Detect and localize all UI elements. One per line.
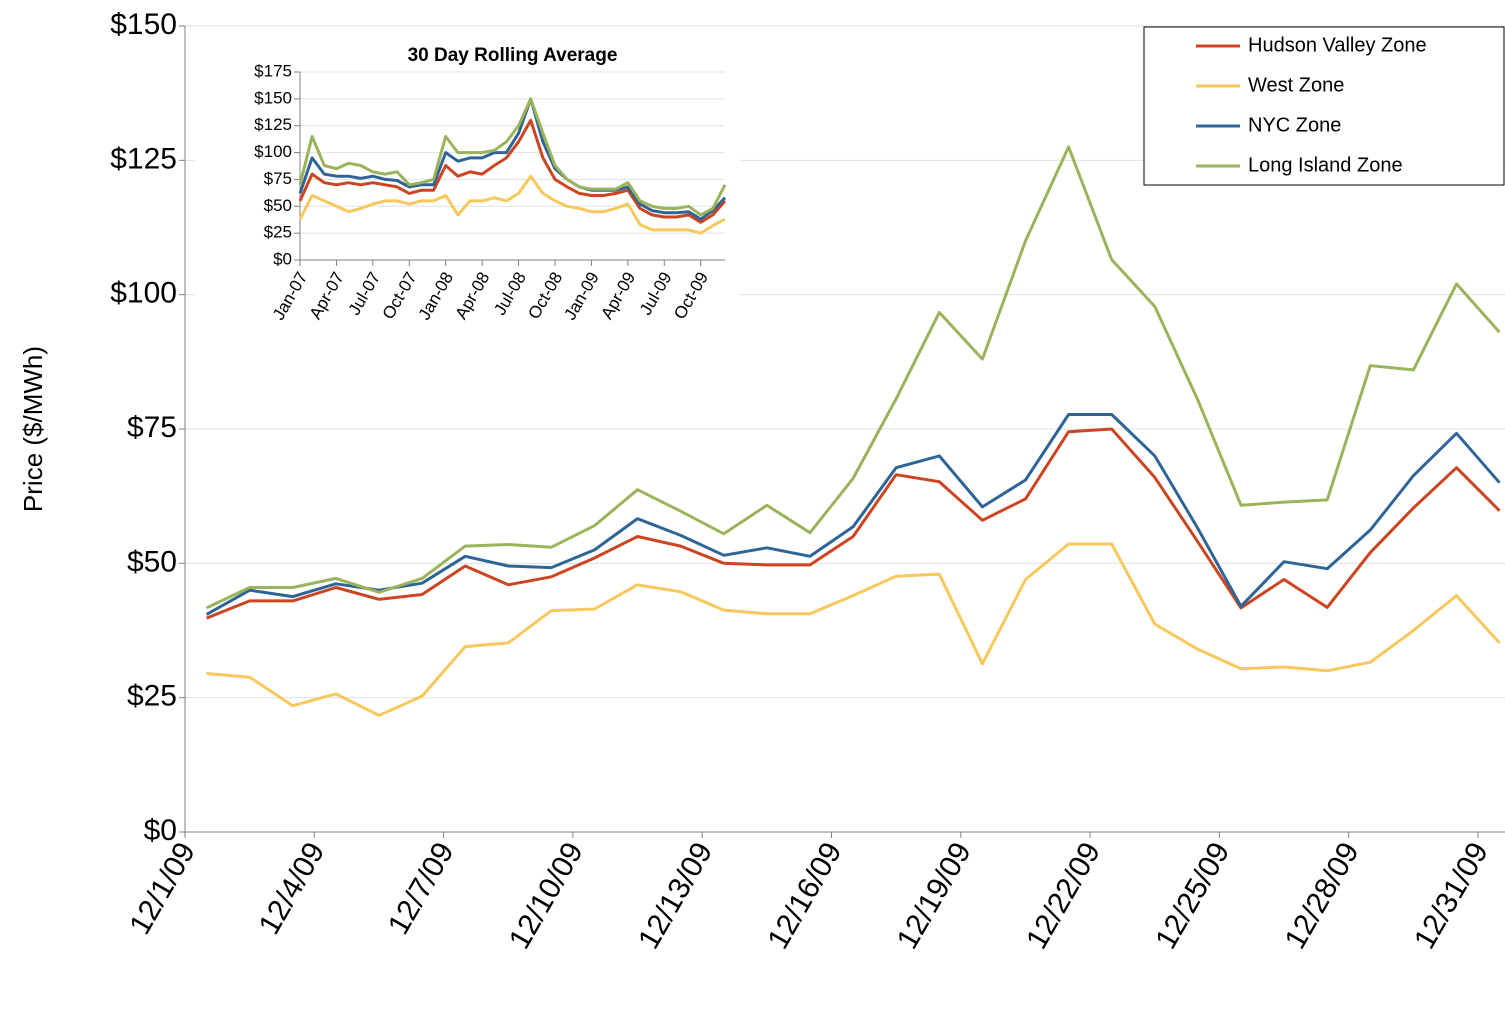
y-tick-label: $125	[110, 142, 177, 175]
x-tick-label: 12/31/09	[1408, 837, 1495, 955]
y-tick-label: $50	[264, 196, 292, 215]
y-tick-label: $150	[110, 8, 177, 41]
series-line	[205, 413, 1501, 616]
series-line	[298, 118, 727, 224]
y-tick-label: $25	[264, 223, 292, 242]
y-tick-label: $100	[254, 142, 292, 161]
series-line	[298, 97, 727, 217]
x-tick-label: 12/22/09	[1020, 837, 1107, 955]
chart-title: 30 Day Rolling Average	[408, 45, 618, 66]
x-tick-label: 12/10/09	[503, 837, 590, 955]
inset-background	[195, 38, 740, 296]
y-tick-label: $0	[273, 249, 292, 268]
x-tick-label: 12/19/09	[891, 837, 978, 955]
legend-label: NYC Zone	[1248, 114, 1341, 136]
y-tick-label: $175	[254, 61, 292, 80]
y-tick-label: $25	[127, 680, 177, 713]
series-line	[298, 174, 726, 235]
x-tick-label: 12/13/09	[632, 837, 719, 955]
y-axis-label: Price ($/MWh)	[18, 346, 48, 512]
x-tick-label: 12/25/09	[1149, 837, 1236, 955]
y-tick-label: $125	[254, 115, 292, 134]
series-line	[205, 145, 1501, 610]
legend-box	[1143, 26, 1505, 186]
x-tick-label: 12/16/09	[761, 837, 848, 955]
y-tick-label: $0	[144, 814, 177, 847]
legend-label: West Zone	[1248, 74, 1344, 96]
y-tick-label: $50	[127, 545, 177, 578]
legend-label: Hudson Valley Zone	[1248, 34, 1427, 56]
x-tick-label: 12/7/09	[382, 837, 461, 940]
x-tick-label: 12/28/09	[1279, 837, 1366, 955]
y-tick-label: $75	[127, 411, 177, 444]
series-line	[206, 427, 1501, 620]
x-tick-label: 12/1/09	[123, 837, 202, 940]
series-line	[298, 97, 727, 221]
x-tick-label: 12/4/09	[253, 837, 332, 940]
y-tick-label: $150	[254, 88, 292, 107]
series-line	[206, 542, 1501, 717]
y-tick-label: $100	[110, 277, 177, 310]
legend-label: Long Island Zone	[1248, 154, 1403, 176]
y-tick-label: $75	[264, 169, 292, 188]
